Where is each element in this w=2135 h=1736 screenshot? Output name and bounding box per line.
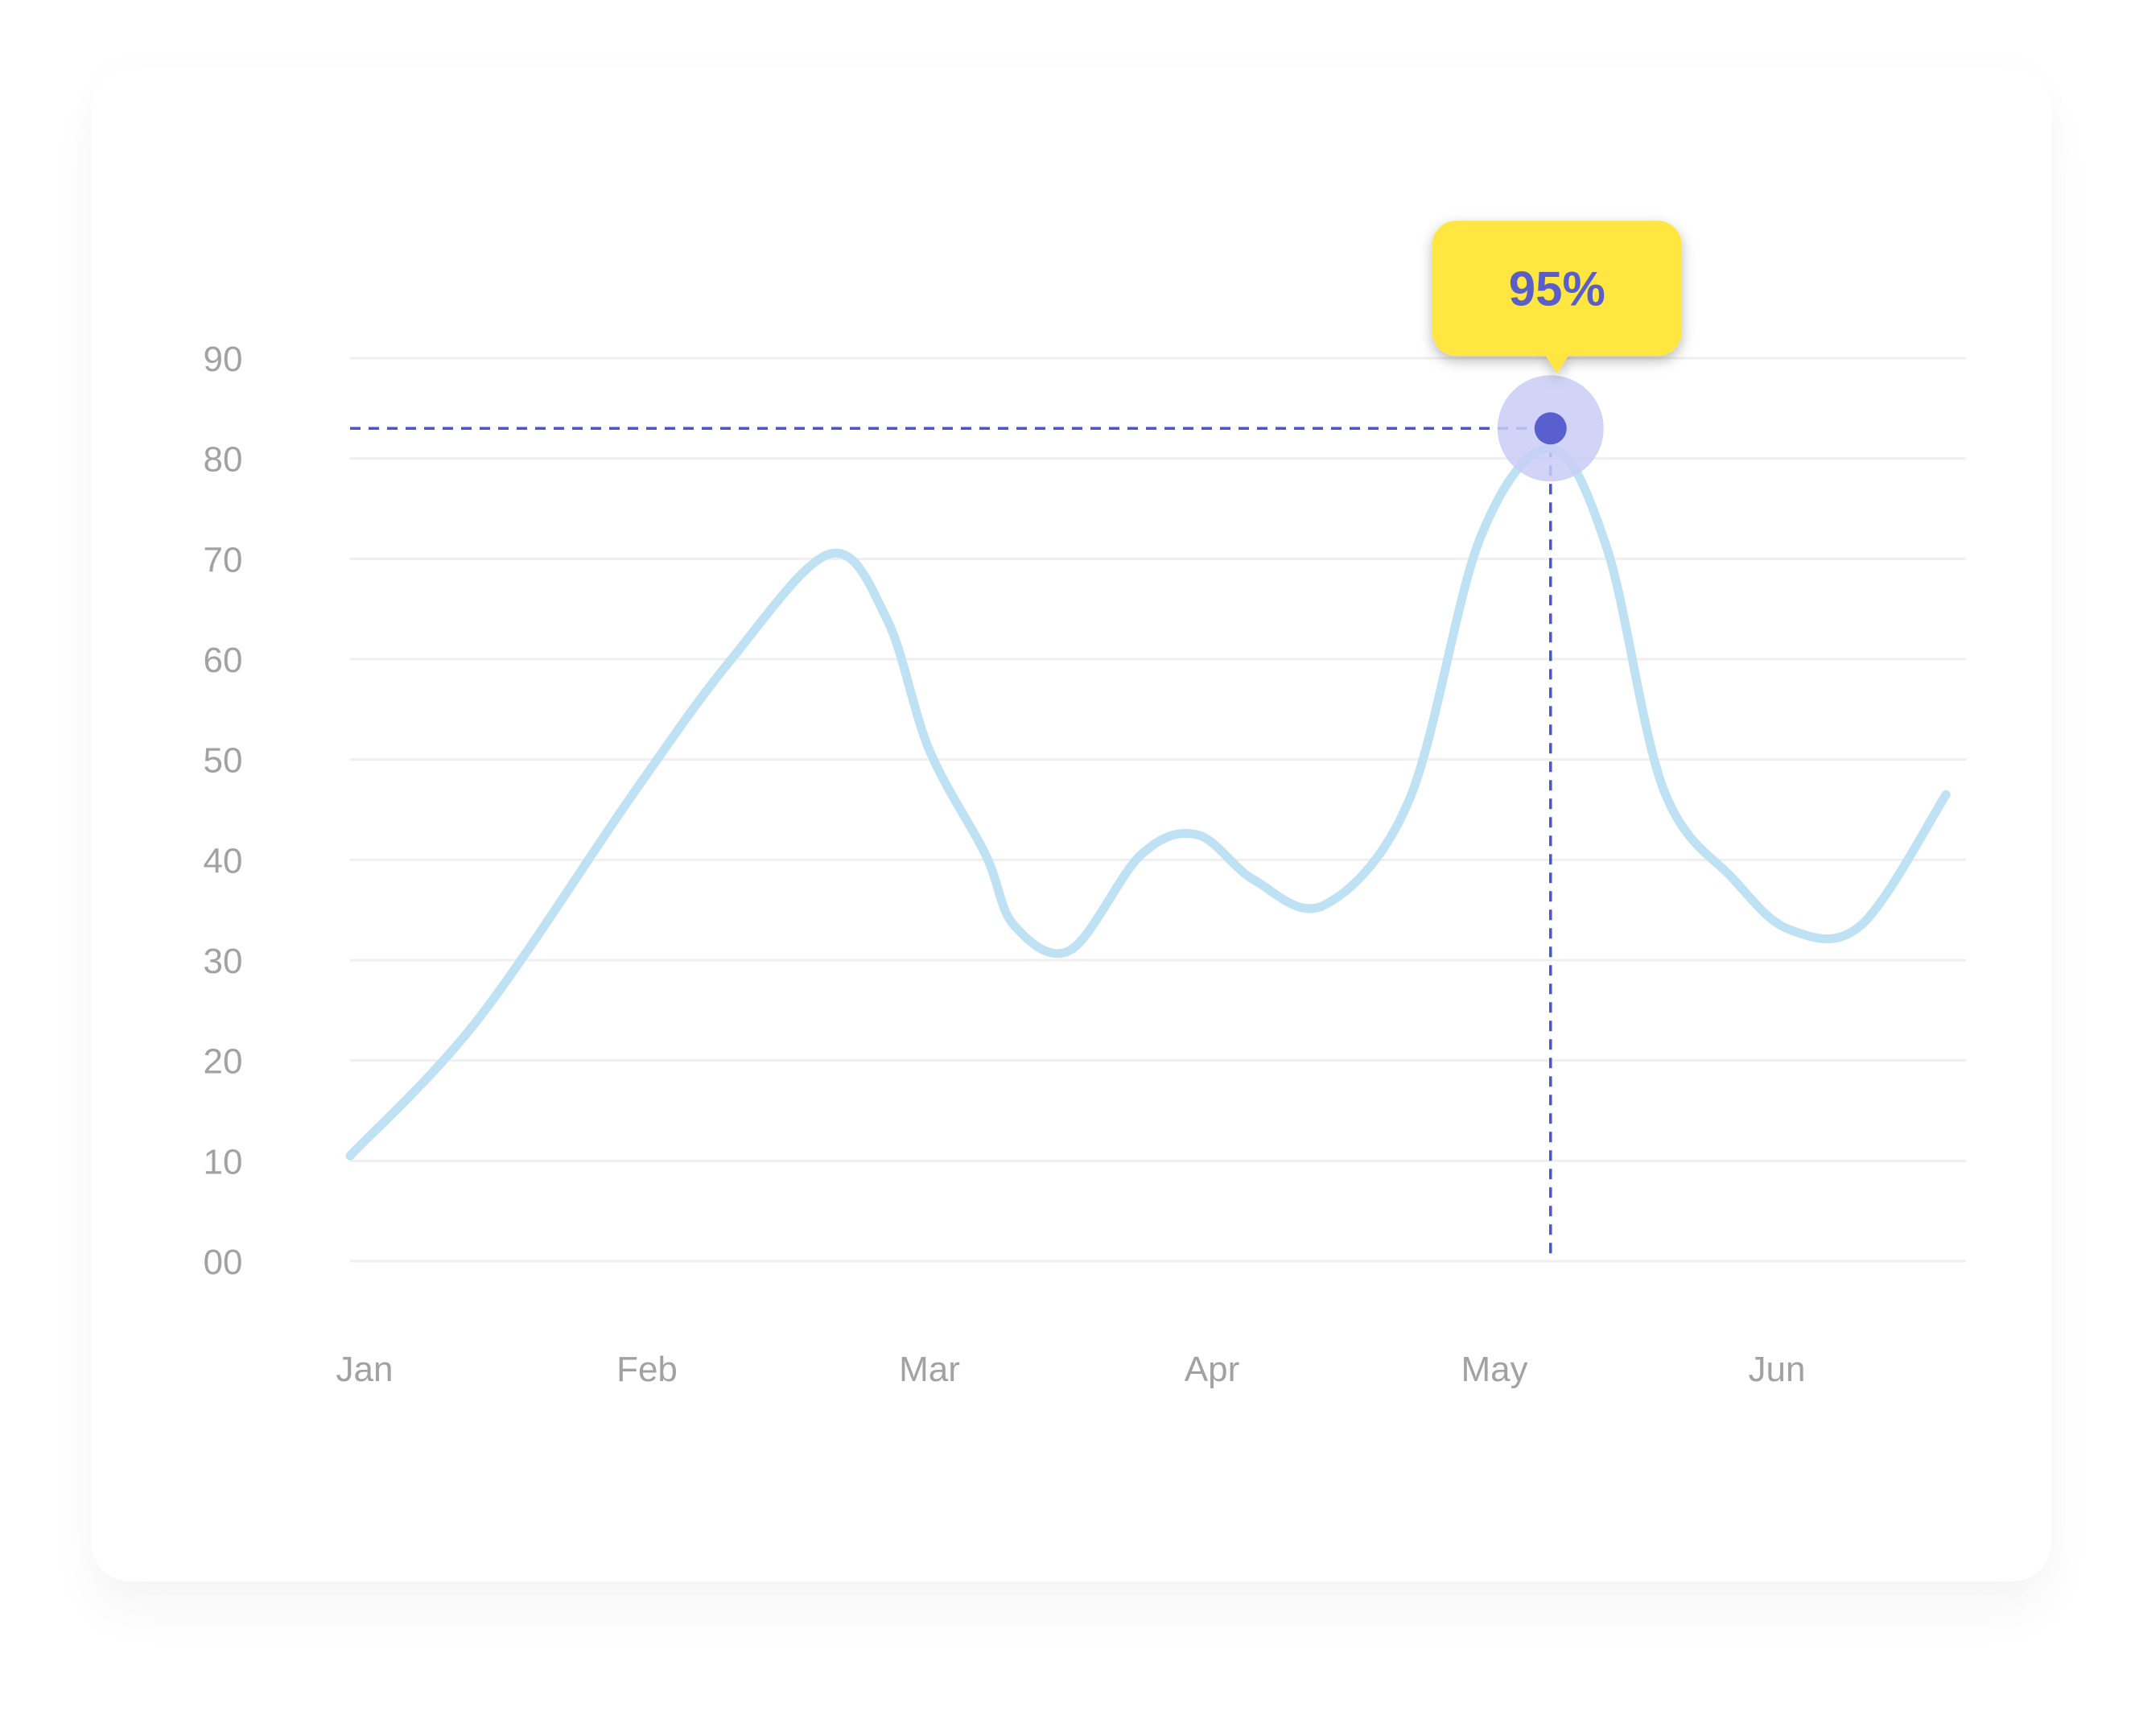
x-tick-label: Jun [1749, 1350, 1806, 1389]
tooltip-value: 95% [1509, 262, 1605, 315]
y-tick-label: 00 [204, 1243, 243, 1282]
highlight-marker[interactable] [1497, 375, 1604, 482]
tooltip-bubble [1432, 221, 1682, 374]
tooltip-pointer [1544, 354, 1569, 374]
grid-lines [350, 357, 1966, 1263]
y-tick-label: 80 [204, 440, 243, 480]
x-tick-label: Feb [616, 1350, 678, 1389]
y-tick-label: 20 [204, 1042, 243, 1082]
x-tick-label: Jan [336, 1350, 394, 1389]
y-tick-label: 60 [204, 641, 243, 680]
series-line-0 [345, 443, 1951, 1161]
value-tooltip: 95% [1432, 221, 1682, 374]
y-tick-label: 50 [204, 741, 243, 781]
y-tick-label: 90 [204, 340, 243, 379]
crosshair-guides [350, 427, 1552, 1261]
y-tick-label: 70 [204, 540, 243, 579]
y-tick-label: 40 [204, 841, 243, 880]
x-tick-label: May [1461, 1350, 1527, 1389]
y-axis: 00 10 20 30 40 50 60 70 80 90 [204, 340, 243, 1282]
y-tick-label: 30 [204, 942, 243, 981]
y-tick-label: 10 [204, 1142, 243, 1181]
tooltip-box [1432, 221, 1682, 357]
x-axis: Jan Feb Mar Apr May Jun [336, 1350, 1806, 1389]
marker-dot[interactable] [1534, 412, 1567, 445]
series-group [345, 443, 1951, 1161]
x-tick-label: Mar [899, 1350, 960, 1389]
chart-card [91, 68, 2051, 1581]
x-tick-label: Apr [1185, 1350, 1239, 1389]
